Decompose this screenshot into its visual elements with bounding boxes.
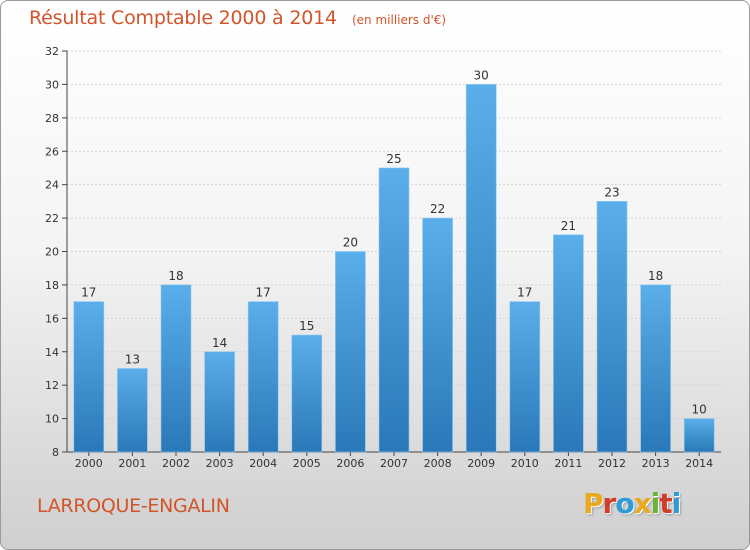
bar-2010 bbox=[509, 301, 541, 453]
bar-2008 bbox=[422, 217, 453, 453]
value-label-2001: 13 bbox=[125, 352, 140, 366]
x-tick-label-2000: 2000 bbox=[75, 457, 103, 470]
x-tick-label-2006: 2006 bbox=[336, 457, 364, 470]
value-label-2002: 18 bbox=[168, 269, 183, 283]
value-label-2013: 18 bbox=[648, 269, 663, 283]
x-tick-label-2010: 2010 bbox=[511, 457, 539, 470]
bar-2009 bbox=[465, 84, 497, 453]
bar-2003 bbox=[204, 351, 235, 453]
x-tick-label-2005: 2005 bbox=[293, 457, 321, 470]
value-label-2009: 30 bbox=[474, 68, 489, 82]
x-tick-label-2004: 2004 bbox=[249, 457, 277, 470]
bar-2001 bbox=[117, 368, 148, 453]
labels: 17 2000 13 2001 18 2002 14 2003 17 2004 15 2005 20 20… bbox=[75, 68, 713, 470]
y-tick-label: 20 bbox=[45, 246, 59, 259]
logo-letter: P bbox=[583, 487, 604, 520]
proxiti-logo[interactable]: Proxiti bbox=[583, 487, 682, 520]
y-tick-label: 12 bbox=[45, 379, 59, 392]
x-tick-label-2011: 2011 bbox=[554, 457, 582, 470]
y-tick-label: 28 bbox=[45, 112, 59, 125]
value-label-2007: 25 bbox=[386, 152, 401, 166]
bar-2014 bbox=[683, 418, 715, 453]
y-tick-label: 18 bbox=[45, 279, 59, 292]
value-label-2012: 23 bbox=[604, 185, 619, 199]
logo-letter: r bbox=[602, 487, 617, 520]
value-label-2008: 22 bbox=[430, 202, 445, 216]
value-label-2004: 17 bbox=[256, 286, 271, 300]
bar-2005 bbox=[291, 334, 323, 453]
x-tick-label-2014: 2014 bbox=[685, 457, 713, 470]
y-tick-label: 16 bbox=[45, 312, 59, 325]
x-tick-label-2008: 2008 bbox=[424, 457, 452, 470]
logo-letter: o bbox=[615, 487, 634, 520]
y-tick-label: 30 bbox=[45, 78, 59, 91]
logo-letter: i bbox=[650, 487, 661, 520]
y-tick-label: 26 bbox=[45, 145, 59, 158]
x-tick-label-2001: 2001 bbox=[118, 457, 146, 470]
bar-2000 bbox=[73, 301, 105, 453]
x-tick-label-2012: 2012 bbox=[598, 457, 626, 470]
value-label-2006: 20 bbox=[343, 236, 358, 250]
logo-letter: x bbox=[633, 487, 652, 520]
y-tick-label: 8 bbox=[52, 446, 59, 459]
x-tick-label-2009: 2009 bbox=[467, 457, 495, 470]
logo-letter: t bbox=[659, 487, 672, 520]
bar-2011 bbox=[553, 234, 584, 453]
value-label-2011: 21 bbox=[561, 219, 576, 233]
town-name: LARROQUE-ENGALIN bbox=[37, 495, 230, 517]
value-label-2005: 15 bbox=[299, 319, 314, 333]
bar-2006 bbox=[335, 251, 366, 453]
x-tick-label-2002: 2002 bbox=[162, 457, 190, 470]
chart-title: Résultat Comptable 2000 à 2014 bbox=[29, 7, 337, 29]
value-label-2014: 10 bbox=[692, 403, 707, 417]
value-label-2000: 17 bbox=[81, 286, 96, 300]
bar-2002 bbox=[160, 284, 192, 453]
y-tick-label: 22 bbox=[45, 212, 59, 225]
y-tick-label: 24 bbox=[45, 179, 59, 192]
bar-2004 bbox=[247, 301, 279, 453]
chart-unit: (en milliers d'€) bbox=[351, 13, 447, 27]
title-row: Résultat Comptable 2000 à 2014 (en milli… bbox=[29, 7, 446, 29]
x-tick-label-2013: 2013 bbox=[642, 457, 670, 470]
logo-letter: i bbox=[671, 487, 682, 520]
value-label-2010: 17 bbox=[517, 286, 532, 300]
bar-2007 bbox=[378, 167, 410, 453]
bar-2013 bbox=[640, 284, 671, 453]
value-label-2003: 14 bbox=[212, 336, 227, 350]
x-tick-label-2007: 2007 bbox=[380, 457, 408, 470]
y-tick-label: 14 bbox=[45, 346, 59, 359]
y-tick-label: 10 bbox=[45, 413, 59, 426]
bars bbox=[73, 84, 715, 453]
x-tick-label-2003: 2003 bbox=[206, 457, 234, 470]
y-tick-label: 32 bbox=[45, 45, 59, 58]
bar-2012 bbox=[596, 201, 628, 453]
